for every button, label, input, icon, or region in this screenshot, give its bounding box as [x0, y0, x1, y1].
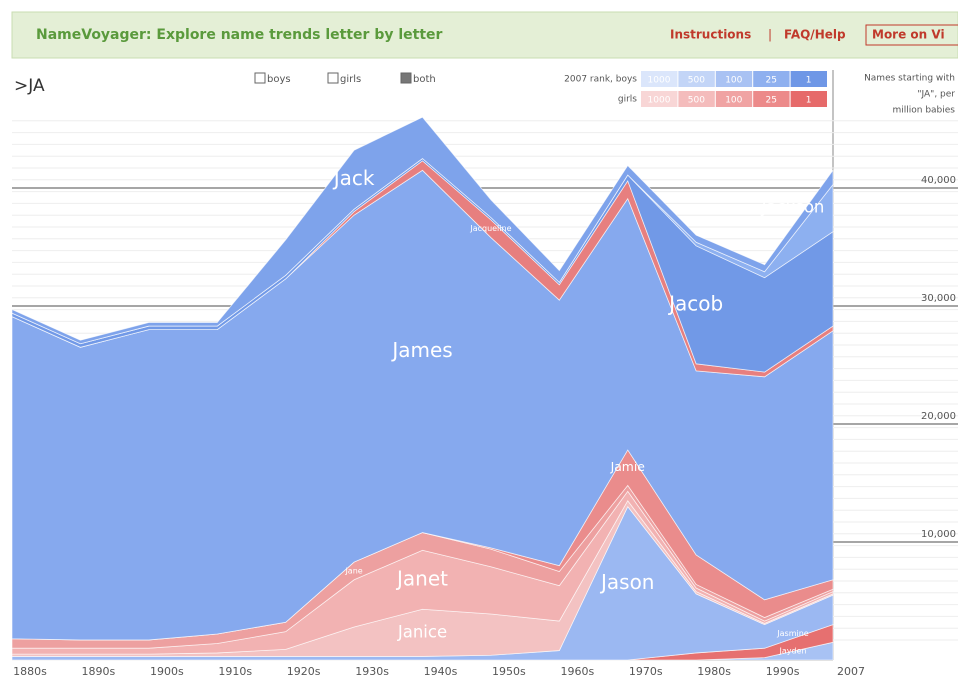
x-tick-label: 1880s [13, 665, 47, 678]
area-label: Jack [332, 166, 375, 190]
x-tick-label: 1930s [355, 665, 389, 678]
area-label: Jane [344, 566, 362, 575]
checkbox[interactable] [400, 72, 412, 84]
rank-cell-label: 1000 [648, 96, 671, 106]
checkbox-label[interactable]: boys [267, 74, 291, 85]
area-label: Jamie [610, 459, 645, 474]
area-label: Jason [599, 570, 655, 594]
header-bar [11, 11, 958, 59]
separator: | [768, 28, 772, 42]
x-tick-label: 1970s [629, 665, 663, 678]
rank-label: 2007 rank, boys [564, 75, 637, 85]
x-tick-label: 1960s [560, 665, 594, 678]
x-tick-label: 1950s [492, 665, 526, 678]
rank-cell-label: 25 [765, 96, 776, 106]
y-axis-title: million babies [892, 106, 955, 116]
checkbox-label[interactable]: girls [340, 74, 361, 85]
rank-cell-label: 100 [725, 96, 742, 106]
y-tick-label: 40,000 [921, 175, 956, 186]
link-box[interactable] [865, 24, 958, 46]
area-label: Jasmine [776, 629, 809, 638]
rank-cell [715, 71, 753, 87]
rank-cell-label: 100 [725, 76, 742, 86]
rank-cell [678, 71, 715, 87]
x-tick-label: 1900s [150, 665, 184, 678]
rank-cell [715, 91, 753, 107]
rank-cell [641, 71, 678, 87]
area-label: Jayden [778, 647, 806, 656]
x-tick-label: 1890s [82, 665, 116, 678]
rank-cell [678, 91, 715, 107]
rank-cell-label: 1000 [648, 76, 671, 86]
checkbox[interactable] [327, 72, 339, 84]
rank-label: girls [618, 95, 637, 105]
link[interactable]: FAQ/Help [784, 28, 846, 42]
rank-cell-label: 1 [806, 96, 812, 106]
link[interactable]: More on Vi [872, 28, 945, 42]
x-tick-label: 1990s [766, 665, 800, 678]
area-label: Jackson [761, 198, 825, 217]
y-tick-label: 10,000 [921, 529, 956, 540]
rank-cell-label: 500 [688, 76, 705, 86]
area-label: Janet [395, 566, 448, 590]
y-tick-label: 20,000 [921, 411, 956, 422]
x-tick-label: 1940s [424, 665, 458, 678]
link[interactable]: Instructions [670, 28, 751, 42]
x-tick-label: 1910s [218, 665, 252, 678]
area-label: Janice [397, 622, 447, 641]
rank-cell [641, 91, 678, 107]
y-axis-title: Names starting with [864, 74, 955, 84]
checkbox[interactable] [254, 72, 266, 84]
rank-cell-label: 25 [765, 76, 776, 86]
rank-cell-label: 500 [688, 96, 705, 106]
area-label: James [390, 338, 452, 362]
rank-cell [790, 91, 827, 107]
x-tick-label: 2007 [837, 665, 865, 678]
query[interactable]: >JA [14, 76, 45, 96]
header-title: NameVoyager: Explore name trends letter … [36, 27, 443, 43]
area[interactable] [11, 116, 834, 345]
area-label: Jacob [667, 291, 723, 315]
rank-cell-label: 1 [806, 76, 812, 86]
area-label: Jacqueline [469, 224, 511, 233]
rank-cell [753, 91, 790, 107]
x-tick-label: 1920s [287, 665, 321, 678]
x-tick-label: 1980s [697, 665, 731, 678]
rank-cell [790, 71, 827, 87]
y-axis-title: "JA", per [917, 90, 955, 100]
rank-cell [753, 71, 790, 87]
y-tick-label: 30,000 [921, 293, 956, 304]
checkbox-label[interactable]: both [413, 74, 436, 85]
